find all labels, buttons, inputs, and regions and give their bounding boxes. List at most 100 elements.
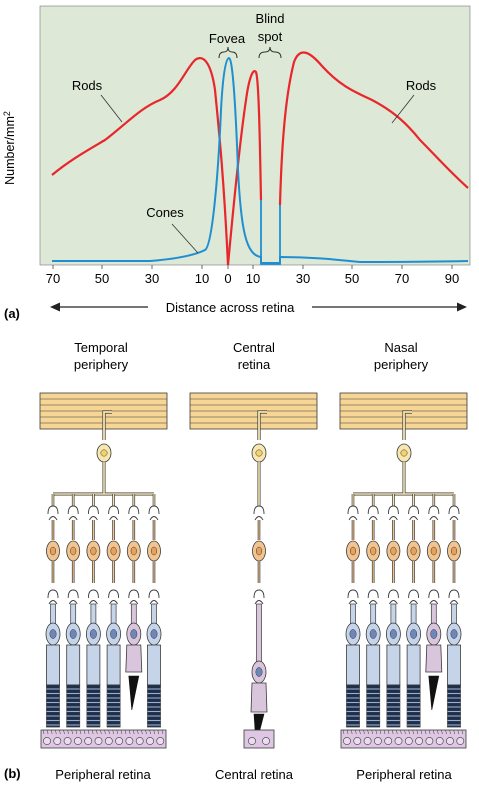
pigment-cell <box>394 737 403 745</box>
pigment-cell <box>262 737 270 745</box>
pigment-villus <box>412 729 414 735</box>
pigment-villus <box>87 729 90 735</box>
pigment-cell <box>125 737 134 745</box>
cones-curve <box>52 56 469 264</box>
bipolar-nucleus <box>450 546 458 556</box>
blind-spot-label-line2: spot <box>258 29 283 44</box>
pigment-cell <box>446 737 454 745</box>
cones-label: Cones <box>146 205 184 220</box>
x-tick-label: 70 <box>46 271 60 286</box>
photoreceptor-terminal <box>429 600 439 605</box>
cone-nucleus <box>430 629 438 639</box>
bipolar-nucleus <box>110 546 117 556</box>
synapse-terminal <box>89 516 98 521</box>
pigment-villus <box>420 729 423 735</box>
pigment-cell <box>43 737 51 745</box>
rod-inner-segment <box>366 644 381 686</box>
nasal-heading-line1: Nasal <box>384 340 417 355</box>
pigment-cell <box>74 737 82 745</box>
photoreceptor-terminal <box>409 600 418 605</box>
nasal-periphery-circuit <box>339 392 468 749</box>
pigment-cell <box>384 737 393 745</box>
photoreceptor-terminal <box>389 600 398 605</box>
pigment-villus <box>59 729 61 735</box>
bipolar-nucleus <box>70 546 77 556</box>
pigment-villus <box>350 729 353 735</box>
rod-inner-segment <box>66 644 81 686</box>
photoreceptor-synapse <box>408 589 420 599</box>
synapse-cup <box>148 505 160 515</box>
x-tick-label: 30 <box>296 271 310 286</box>
bipolar-nucleus <box>370 546 377 556</box>
temporal-caption: Peripheral retina <box>55 767 151 782</box>
ganglion-nucleus <box>100 449 108 457</box>
photoreceptor-synapse <box>67 589 79 599</box>
photoreceptor-synapse <box>128 589 140 599</box>
pigment-cell <box>425 737 434 745</box>
synapse-cup <box>253 505 265 515</box>
synapse-cup <box>387 505 399 515</box>
photoreceptor-synapse <box>387 589 399 599</box>
photoreceptor-terminal <box>68 600 78 605</box>
photoreceptor-terminal <box>89 600 98 605</box>
pigment-cell <box>373 737 382 745</box>
pigment-villus <box>379 729 382 735</box>
pigment-cell <box>84 737 93 745</box>
pigment-villus <box>157 729 160 735</box>
bipolar-nucleus <box>130 546 137 556</box>
rod-nucleus <box>369 629 377 639</box>
photoreceptor-terminal <box>109 600 118 605</box>
pigment-villus <box>153 729 155 735</box>
rod-axon <box>410 603 417 625</box>
ganglion-axon <box>103 411 112 440</box>
rod-nucleus <box>389 629 397 639</box>
synapse-cup <box>367 505 379 515</box>
pigment-villus <box>346 729 349 735</box>
pigment-villus <box>428 729 431 735</box>
rod-nucleus <box>110 629 118 639</box>
synapse-cup <box>408 505 420 515</box>
pigment-cell <box>404 737 413 745</box>
pigment-villus <box>145 729 147 735</box>
synapse-cup <box>347 505 359 515</box>
synapse-terminal <box>389 516 398 521</box>
x-tick-label: 50 <box>95 271 109 286</box>
bipolar-nucleus <box>90 546 97 556</box>
pigment-villus <box>124 729 127 735</box>
pigment-villus <box>83 729 86 735</box>
x-tick-label: 10 <box>246 271 260 286</box>
photoreceptor-terminal <box>129 600 139 605</box>
pigment-villus <box>112 729 114 735</box>
pigment-cell <box>115 737 123 745</box>
pigment-villus <box>404 729 406 735</box>
x-tick-label: 10 <box>195 271 209 286</box>
ganglion-nucleus <box>255 449 263 457</box>
rod-inner-segment <box>406 644 421 686</box>
cone-axon <box>256 603 262 663</box>
ganglion-nucleus <box>400 449 408 457</box>
nasal-caption: Peripheral retina <box>356 767 452 782</box>
pigment-villus <box>396 729 398 735</box>
cone-outer-segment <box>128 675 140 711</box>
blind-spot-bracket <box>258 46 282 59</box>
x-tick-label: 90 <box>445 271 459 286</box>
pigment-cell <box>353 737 362 745</box>
synapse-cup <box>128 505 140 515</box>
cone-axon <box>130 603 137 625</box>
synapse-terminal <box>368 516 378 521</box>
synapse-cup <box>428 505 440 515</box>
bipolar-nucleus <box>430 546 437 556</box>
synapse-cup <box>47 505 59 515</box>
pigment-villus <box>46 729 49 735</box>
photoreceptor-synapse <box>108 589 120 599</box>
pigment-villus <box>383 729 386 735</box>
pigment-villus <box>108 729 110 735</box>
panel-a-label: (a) <box>4 306 20 321</box>
synapse-cup <box>448 505 460 515</box>
x-tick-label: 0 <box>224 271 231 286</box>
rods-right-leader <box>391 94 415 124</box>
fovea-label: Fovea <box>209 31 246 46</box>
pigment-villus <box>63 729 65 735</box>
photoreceptor-terminal <box>254 600 264 605</box>
photoreceptor-terminal <box>449 600 459 605</box>
